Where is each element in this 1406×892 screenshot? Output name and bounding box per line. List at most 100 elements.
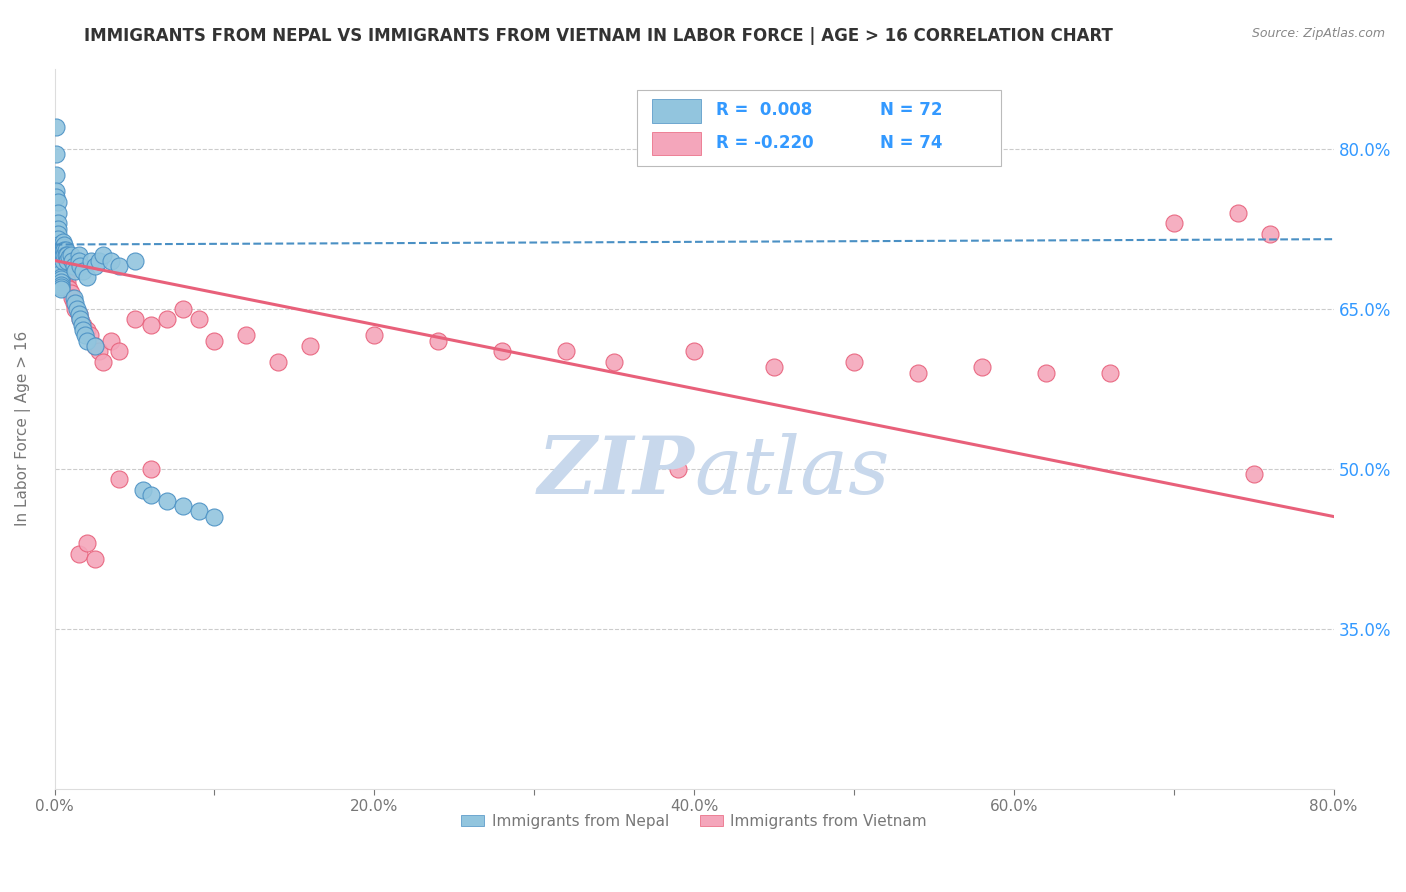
Point xyxy=(73,328,96,343)
Point xyxy=(172,499,194,513)
Point xyxy=(76,323,98,337)
Point xyxy=(55,269,77,284)
Text: Source: ZipAtlas.com: Source: ZipAtlas.com xyxy=(1251,27,1385,40)
Point xyxy=(48,259,70,273)
Point xyxy=(1258,227,1281,241)
Text: ZIP: ZIP xyxy=(537,433,695,510)
Point xyxy=(46,205,69,219)
Point xyxy=(58,282,80,296)
Point xyxy=(91,248,114,262)
Point xyxy=(139,488,162,502)
Point xyxy=(76,536,98,550)
Point xyxy=(666,461,689,475)
Point xyxy=(53,269,76,284)
Point xyxy=(46,259,69,273)
Point xyxy=(100,334,122,348)
Point xyxy=(53,275,76,289)
Point xyxy=(60,253,83,268)
Point xyxy=(49,282,72,296)
Point xyxy=(89,344,111,359)
Point xyxy=(52,248,75,262)
Point xyxy=(91,355,114,369)
Point xyxy=(970,360,993,375)
Point xyxy=(267,355,290,369)
Point xyxy=(52,264,75,278)
Point xyxy=(842,355,865,369)
Legend: Immigrants from Nepal, Immigrants from Vietnam: Immigrants from Nepal, Immigrants from V… xyxy=(456,807,934,835)
Point xyxy=(67,248,90,262)
Point xyxy=(48,269,70,284)
Point xyxy=(1098,366,1121,380)
Point xyxy=(100,253,122,268)
Point xyxy=(131,483,153,497)
Point xyxy=(58,250,80,264)
Point xyxy=(80,253,103,268)
Point xyxy=(1035,366,1057,380)
Point xyxy=(299,339,322,353)
Y-axis label: In Labor Force | Age > 16: In Labor Force | Age > 16 xyxy=(15,331,31,526)
Point xyxy=(49,278,72,293)
Point xyxy=(45,189,67,203)
Point xyxy=(53,237,76,252)
Point xyxy=(48,257,70,271)
Point xyxy=(45,248,67,262)
Point xyxy=(53,243,76,257)
Point xyxy=(45,227,67,241)
Point xyxy=(48,248,70,262)
Point xyxy=(49,269,72,284)
Point xyxy=(59,248,82,262)
Point xyxy=(62,259,84,273)
Point xyxy=(56,253,79,268)
Point xyxy=(52,240,75,254)
Point xyxy=(46,194,69,209)
Point xyxy=(491,344,513,359)
Point xyxy=(83,259,105,273)
Point xyxy=(46,221,69,235)
Point xyxy=(107,472,129,486)
Point xyxy=(69,312,91,326)
Point xyxy=(49,275,72,289)
Point xyxy=(65,264,87,278)
Point xyxy=(66,301,89,316)
Point xyxy=(155,493,177,508)
Point xyxy=(60,291,83,305)
Point xyxy=(79,328,101,343)
Point xyxy=(204,334,226,348)
Point xyxy=(67,307,90,321)
Point xyxy=(76,334,98,348)
Point xyxy=(52,235,75,250)
Point xyxy=(45,237,67,252)
Point xyxy=(56,248,79,262)
Point xyxy=(46,243,69,257)
Point xyxy=(46,232,69,246)
Point xyxy=(427,334,450,348)
Point xyxy=(45,120,67,135)
Point xyxy=(76,269,98,284)
Point xyxy=(46,248,69,262)
Point xyxy=(48,248,70,262)
Point xyxy=(49,271,72,285)
Point xyxy=(46,232,69,246)
Point xyxy=(72,318,94,332)
Point xyxy=(555,344,578,359)
Point xyxy=(49,280,72,294)
Point xyxy=(67,253,90,268)
Point xyxy=(45,184,67,198)
Point xyxy=(48,260,70,275)
Point xyxy=(62,291,84,305)
Point xyxy=(53,248,76,262)
Point xyxy=(1243,467,1265,481)
Point xyxy=(70,318,93,332)
Point xyxy=(124,253,146,268)
Point xyxy=(49,253,72,268)
Point xyxy=(1163,216,1185,230)
Point xyxy=(155,312,177,326)
Point xyxy=(48,253,70,268)
Point xyxy=(52,269,75,284)
FancyBboxPatch shape xyxy=(652,132,700,155)
Point xyxy=(53,264,76,278)
Point xyxy=(49,259,72,273)
Point xyxy=(907,366,929,380)
Point xyxy=(48,243,70,257)
Point xyxy=(55,243,77,257)
